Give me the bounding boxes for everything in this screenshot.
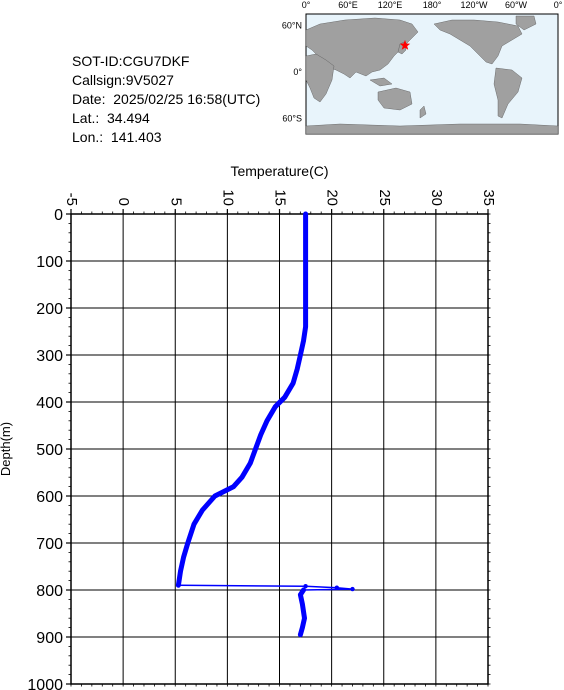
- x-tick-label: 5: [167, 198, 184, 206]
- map-longitude-label: 60°E: [338, 0, 358, 10]
- temperature-data-point: [239, 475, 245, 480]
- x-tick-label: 0: [115, 198, 132, 206]
- temperature-data-point: [295, 366, 300, 372]
- temperature-data-point: [303, 282, 308, 287]
- temperature-data-point: [303, 584, 308, 589]
- temperature-data-point: [181, 554, 186, 560]
- temperature-data-point: [303, 211, 308, 217]
- temperature-data-point: [303, 258, 308, 264]
- x-tick-label: 15: [272, 189, 289, 206]
- temperature-data-point: [258, 432, 263, 438]
- x-tick-label: 10: [219, 189, 236, 206]
- temperature-data-point: [290, 381, 296, 386]
- x-axis-ticks: -5 0 5 10 15 20 25 30 35: [63, 189, 497, 687]
- land-australia: [377, 87, 413, 111]
- land-greenland: [515, 15, 537, 31]
- float-position-marker: [399, 39, 411, 50]
- y-tick-label: 100: [36, 254, 63, 271]
- float-position-star-icon: [399, 39, 411, 50]
- y-tick-label: 1000: [27, 677, 63, 690]
- land-new-zealand: [419, 105, 427, 119]
- map-longitude-label: 0°: [302, 0, 311, 10]
- land-antarctica: [305, 123, 559, 135]
- temperature-data-point: [200, 507, 205, 513]
- y-tick-label: 300: [36, 348, 63, 365]
- temperature-data-point: [253, 446, 258, 452]
- map-longitude-label: 120°W: [460, 0, 488, 10]
- y-tick-label: 400: [36, 395, 63, 412]
- map-longitude-label: 180°: [423, 0, 442, 10]
- y-axis-ticks: 0 100 200 300 400 500 600 700 800 900 1000: [27, 207, 491, 690]
- y-tick-label: 800: [36, 583, 63, 600]
- temperature-profile-line: [175, 211, 309, 588]
- y-tick-label: 600: [36, 489, 63, 506]
- temperature-data-point: [300, 601, 305, 607]
- temperature-data-point: [350, 586, 355, 592]
- temperature-data-point: [176, 583, 181, 588]
- temperature-data-point: [185, 540, 190, 546]
- land-indonesia: [369, 77, 393, 87]
- map-longitude-label: 0°: [554, 0, 563, 10]
- land-north-america: [433, 19, 523, 65]
- temperature-data-point: [273, 404, 278, 409]
- x-tick-label: 25: [376, 189, 393, 206]
- temperature-data-point: [191, 522, 197, 527]
- map-longitude-label: 120°E: [378, 0, 403, 10]
- y-tick-label: 700: [36, 536, 63, 553]
- longitude-text: Lon.: 141.403: [72, 129, 162, 145]
- map-land: [305, 15, 559, 135]
- y-tick-label: 0: [54, 207, 63, 224]
- temperature-data-point: [212, 493, 218, 499]
- float-info-panel: SOT-ID:CGU7DKF Callsign:9V5027 Date: 202…: [72, 52, 260, 147]
- temperature-data-point: [301, 338, 306, 344]
- map-latitude-label: 60°S: [282, 114, 302, 124]
- temperature-data-point: [298, 632, 303, 637]
- y-tick-label: 500: [36, 442, 63, 459]
- grid-lines: [71, 214, 488, 684]
- temperature-data-point: [334, 585, 339, 590]
- date-text: Date: 2025/02/25 16:58(UTC): [72, 91, 261, 107]
- map-latitude-label: 60°N: [282, 21, 302, 31]
- sot-id-text: SOT-ID:CGU7DKF: [72, 53, 190, 69]
- temperature-data-point: [303, 324, 308, 329]
- land-south-america: [493, 67, 523, 119]
- temperature-data-point: [264, 418, 270, 423]
- temperature-data-point: [298, 592, 303, 597]
- temperature-depth-profile: -5 0 5 10 15 20 25 30 35 01002003004005006007008…: [0, 163, 497, 690]
- temperature-spike-line: [178, 584, 354, 591]
- temperature-data-point: [303, 305, 308, 311]
- x-tick-label: 30: [428, 189, 445, 206]
- temperature-data-point: [301, 587, 306, 593]
- x-axis-label: Temperature(C): [230, 163, 328, 179]
- y-axis-label: Depth(m): [0, 422, 13, 476]
- temperature-data-point: [282, 395, 287, 400]
- temperature-data-point: [231, 484, 236, 489]
- y-tick-label: 900: [36, 630, 63, 647]
- land-africa: [305, 53, 335, 103]
- temperature-data-point: [302, 616, 307, 621]
- temperature-data-point: [300, 625, 305, 630]
- x-tick-label: 35: [480, 189, 497, 206]
- x-tick-label: 20: [324, 189, 341, 206]
- temperature-data-point: [178, 569, 183, 574]
- x-tick-label: -5: [63, 193, 80, 206]
- map-longitude-label: 60°W: [505, 0, 528, 10]
- temperature-series: [175, 211, 355, 638]
- world-map: 0° 60°E 120°E 180° 120°W 60°W 0° 60°N 0° 60°S: [282, 0, 563, 135]
- temperature-data-point: [303, 235, 308, 240]
- y-tick-label: 200: [36, 301, 63, 318]
- map-latitude-labels: 60°N 0° 60°S: [282, 21, 303, 124]
- callsign-text: Callsign:9V5027: [72, 72, 174, 88]
- map-longitude-labels: 0° 60°E 120°E 180° 120°W 60°W 0°: [302, 0, 563, 10]
- latitude-text: Lat.: 34.494: [72, 110, 150, 126]
- map-latitude-label: 0°: [293, 67, 302, 77]
- temperature-data-point: [248, 460, 253, 466]
- temperature-data-point: [298, 352, 303, 358]
